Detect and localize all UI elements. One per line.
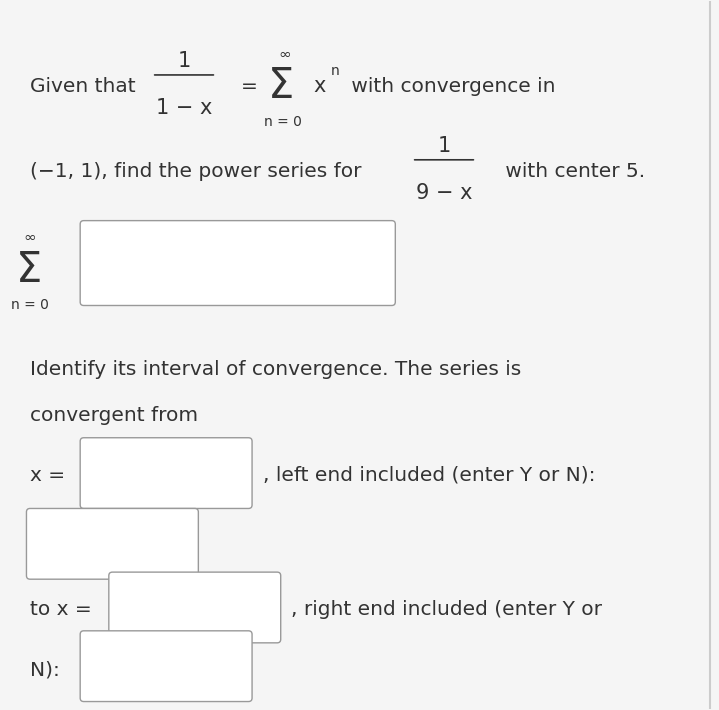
- FancyBboxPatch shape: [109, 572, 280, 643]
- Text: 1: 1: [178, 51, 191, 72]
- Text: (−1, 1), find the power series for: (−1, 1), find the power series for: [30, 162, 362, 180]
- Text: with convergence in: with convergence in: [345, 77, 556, 96]
- FancyBboxPatch shape: [81, 630, 252, 701]
- Text: n = 0: n = 0: [11, 298, 49, 312]
- Text: , left end included (enter Y or N):: , left end included (enter Y or N):: [263, 466, 595, 485]
- Text: n = 0: n = 0: [264, 114, 302, 129]
- Text: to x =: to x =: [30, 600, 92, 619]
- Text: Given that: Given that: [30, 77, 136, 96]
- FancyBboxPatch shape: [81, 438, 252, 508]
- Text: x =: x =: [30, 466, 65, 485]
- Text: ∞: ∞: [278, 46, 290, 62]
- Text: x: x: [313, 76, 325, 97]
- Text: =: =: [242, 77, 258, 96]
- Text: n: n: [331, 64, 339, 77]
- Text: Identify its interval of convergence. The series is: Identify its interval of convergence. Th…: [30, 360, 521, 378]
- Text: Σ: Σ: [267, 65, 294, 107]
- FancyBboxPatch shape: [81, 221, 395, 305]
- Text: 9 − x: 9 − x: [416, 183, 472, 203]
- Text: , right end included (enter Y or: , right end included (enter Y or: [291, 600, 603, 619]
- Text: N):: N):: [30, 660, 60, 679]
- Text: 1: 1: [437, 136, 451, 156]
- Text: with center 5.: with center 5.: [499, 162, 645, 180]
- Text: ∞: ∞: [24, 230, 37, 246]
- Text: convergent from: convergent from: [30, 405, 198, 425]
- Text: 1 − x: 1 − x: [156, 98, 212, 119]
- FancyBboxPatch shape: [27, 508, 198, 579]
- Text: Σ: Σ: [16, 249, 42, 291]
